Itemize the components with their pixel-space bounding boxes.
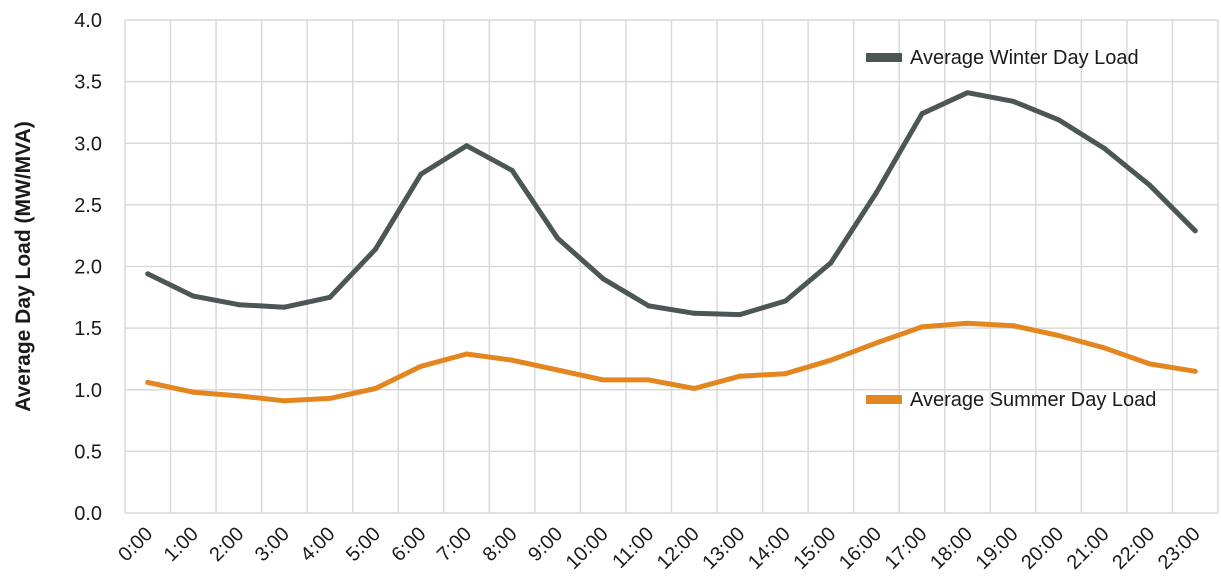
data-point (555, 235, 561, 241)
data-point (145, 271, 151, 277)
x-tick-label: 1:00 (160, 523, 203, 566)
x-tick-label: 11:00 (608, 523, 658, 573)
y-axis-label: Average Day Load (MW/MVA) (12, 121, 35, 412)
y-tick-label: 0.5 (74, 441, 102, 463)
data-point (236, 302, 242, 308)
y-tick-label: 2.0 (74, 257, 102, 279)
x-tick-label: 2:00 (205, 523, 248, 566)
data-point (555, 367, 561, 373)
series-lines (145, 90, 1198, 404)
data-point (828, 260, 834, 266)
x-tick-label: 10:00 (562, 523, 613, 574)
legend-label: Average Winter Day Load (910, 47, 1139, 69)
data-point (1192, 368, 1198, 374)
y-tick-label: 3.0 (74, 133, 102, 155)
y-tick-label: 0.0 (74, 503, 102, 525)
legend-label: Average Summer Day Load (910, 389, 1156, 411)
data-point (782, 298, 788, 304)
data-point (1101, 345, 1107, 351)
data-point (190, 293, 196, 299)
x-tick-label: 3:00 (251, 523, 294, 566)
data-point (691, 310, 697, 316)
gridlines (124, 19, 1219, 514)
y-tick-label: 1.0 (74, 380, 102, 402)
y-tick-label: 2.5 (74, 195, 102, 217)
x-tick-label: 8:00 (479, 523, 522, 566)
data-point (1010, 323, 1016, 329)
data-point (737, 373, 743, 379)
data-point (1056, 333, 1062, 339)
data-point (281, 398, 287, 404)
data-point (873, 340, 879, 346)
x-tick-label: 4:00 (296, 523, 339, 566)
x-tick-label: 19:00 (972, 523, 1023, 574)
data-point (236, 393, 242, 399)
data-point (372, 386, 378, 392)
data-point (828, 357, 834, 363)
legend-swatch (866, 395, 902, 404)
data-point (782, 371, 788, 377)
data-point (600, 377, 606, 383)
data-point (509, 167, 515, 173)
data-point (737, 312, 743, 318)
x-tick-label: 17:00 (881, 523, 932, 574)
x-tick-label: 16:00 (835, 523, 886, 574)
x-tick-label: 15:00 (789, 523, 840, 574)
series-line-summer (145, 320, 1198, 404)
data-point (281, 304, 287, 310)
x-tick-label: 5:00 (342, 523, 385, 566)
data-point (464, 143, 470, 149)
x-tick-label: 23:00 (1154, 523, 1205, 574)
data-point (418, 363, 424, 369)
x-tick-label: 18:00 (926, 523, 977, 574)
x-tick-label: 0:00 (114, 523, 157, 566)
legend-swatch (866, 53, 902, 62)
data-point (190, 389, 196, 395)
data-point (509, 357, 515, 363)
x-tick-label: 12:00 (653, 523, 704, 574)
data-point (1056, 117, 1062, 123)
x-tick-label: 9:00 (524, 523, 567, 566)
x-tick-label: 13:00 (698, 523, 749, 574)
data-point (327, 294, 333, 300)
data-point (646, 303, 652, 309)
data-point (1147, 182, 1153, 188)
data-point (873, 190, 879, 196)
x-tick-label: 14:00 (744, 523, 795, 574)
y-tick-label: 3.5 (74, 72, 102, 94)
x-tick-label: 20:00 (1017, 523, 1068, 574)
data-point (919, 324, 925, 330)
legend: Average Winter Day Load Average Summer Da… (866, 47, 1156, 411)
x-tick-label: 21:00 (1063, 523, 1114, 574)
data-point (600, 276, 606, 282)
data-point (965, 90, 971, 96)
data-point (327, 395, 333, 401)
x-tick-label: 22:00 (1108, 523, 1159, 574)
data-point (464, 351, 470, 357)
y-tick-label: 1.5 (74, 318, 102, 340)
data-point (418, 171, 424, 177)
data-point (145, 379, 151, 385)
data-point (691, 386, 697, 392)
x-tick-label: 7:00 (433, 523, 476, 566)
data-point (1101, 145, 1107, 151)
data-point (1010, 98, 1016, 104)
data-point (372, 246, 378, 252)
x-tick-label: 6:00 (387, 523, 430, 566)
y-tick-label: 4.0 (74, 10, 102, 32)
data-point (965, 320, 971, 326)
data-point (919, 111, 925, 117)
data-point (1147, 361, 1153, 367)
x-axis-ticks: 0:00 1:00 2:00 3:00 4:00 5:00 6:00 7:00 8:00 9:00… (114, 523, 1205, 574)
data-point (646, 377, 652, 383)
y-axis-ticks: 0.0 0.5 1.0 1.5 2.0 2.5 3.0 3.5 4.0 (74, 10, 102, 525)
data-point (1192, 228, 1198, 234)
series-line-winter (145, 90, 1198, 318)
